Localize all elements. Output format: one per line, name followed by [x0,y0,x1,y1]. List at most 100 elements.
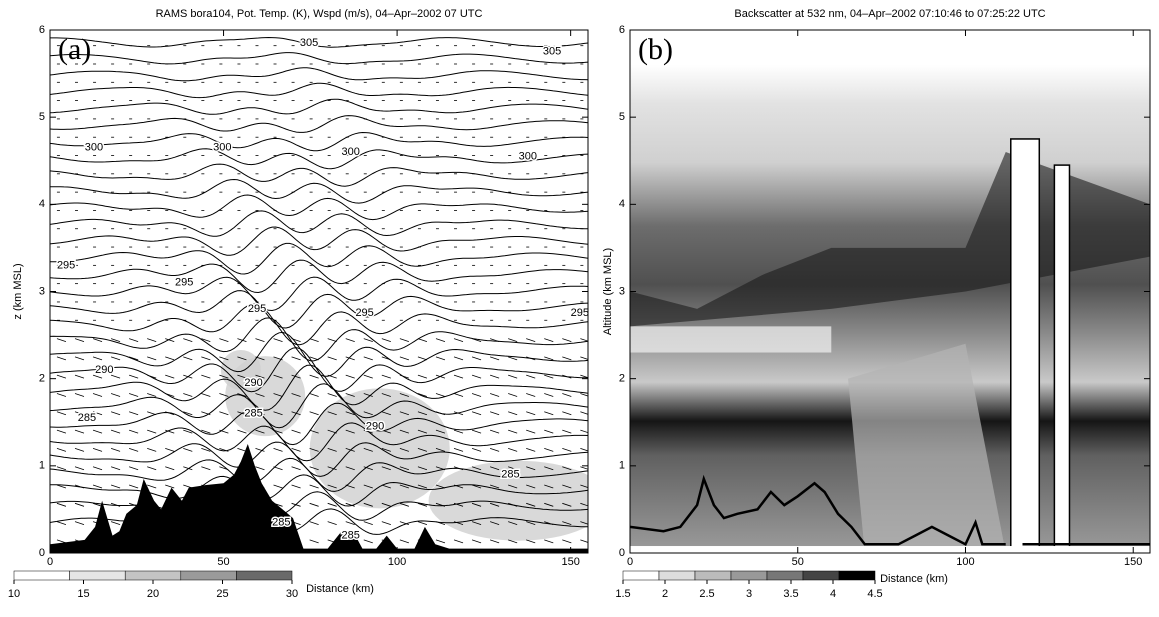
wind-vector [471,411,482,416]
wind-vector [526,356,536,361]
wind-vector [147,411,157,416]
wind-vector [74,521,85,525]
colorbar-tick-label: 20 [147,588,159,600]
wind-vector [147,429,157,434]
wind-vector [345,356,355,361]
wind-vector [92,338,103,342]
wind-vector [435,521,446,525]
wind-vector [345,374,355,379]
wind-shading [220,349,261,390]
isentrope [50,226,588,256]
wind-vector [110,429,121,434]
colorbar-tick-label: 3 [746,588,752,600]
isentrope [50,242,588,275]
wind-vector [56,521,67,525]
wind-vector [219,429,229,434]
wind-vector [110,448,121,452]
wind-vector [327,484,337,489]
wind-vector [399,521,410,525]
wind-vector [56,466,67,471]
wind-vector [273,374,283,379]
wind-vector [435,448,446,452]
wind-vector [147,356,157,361]
isentrope [50,364,588,411]
wind-vector [92,466,103,471]
isentrope [50,52,588,65]
wind-vector [471,338,482,342]
wind-vector [255,466,265,471]
wind-vector [201,411,211,416]
terrain [50,444,588,553]
wind-vector [110,411,121,416]
contour-label: 300 [342,146,360,158]
wind-vector [544,521,554,525]
wind-vector [201,374,211,379]
plot-area [50,30,588,553]
y-tick-label: 0 [39,547,45,559]
wind-vector [562,393,572,397]
colorbar-swatch [13,570,70,581]
wind-vector [255,374,265,379]
x-axis-label: Distance (km) [880,573,948,585]
wind-vector [526,466,536,471]
wind-vector [110,338,121,342]
wind-vector [508,356,518,361]
wind-vector [453,521,464,525]
wind-vector [309,448,319,452]
wind-vector [129,374,139,379]
wind-vector [471,539,482,544]
wind-vector [273,393,283,397]
colorbar-swatch [236,570,293,581]
wind-vector [183,356,193,361]
wind-vector [74,393,85,397]
wind-vector [273,338,283,342]
wind-vector [526,484,536,489]
wind-vector [255,411,265,416]
contour-label: 305 [543,46,561,58]
wind-vector [165,338,175,342]
contour-label: 290 [366,421,384,433]
wind-vector [381,466,391,471]
wind-vector [526,448,536,452]
wind-vector [345,484,355,489]
wind-vector [273,356,283,361]
wind-vector [471,466,482,471]
wind-vector [453,448,464,452]
colorbar-swatch [730,570,768,581]
wind-vector [291,448,301,452]
wind-vector [74,429,85,434]
wind-vector [74,448,85,452]
wind-vector [201,338,211,342]
wind-vector [255,448,265,452]
wind-vector [327,502,337,507]
wind-vector [129,393,139,397]
y-tick-label: 2 [619,373,625,385]
wind-vector [309,356,319,361]
wind-vector [435,539,446,544]
wind-vector [219,393,229,397]
wind-vector [345,411,355,416]
wind-vector [399,448,410,452]
wind-vector [489,466,500,471]
isentrope [50,163,588,187]
wind-vector [165,374,175,379]
x-tick-label: 150 [561,556,579,568]
wind-vector [417,374,428,379]
wind-vector [453,502,464,507]
wind-vector [453,393,464,397]
wind-vector [92,448,103,452]
wind-vector [526,539,536,544]
wind-vector [381,484,391,489]
wind-vector [471,448,482,452]
colorbar-swatch [838,570,876,581]
wind-vector [110,502,121,507]
wind-vector [508,393,518,397]
wind-vector [92,429,103,434]
y-tick-label: 4 [619,198,625,210]
wind-vector [399,338,410,342]
colorbar-swatch [694,570,732,581]
x-tick-label: 150 [1124,556,1142,568]
wind-vector [562,521,572,525]
